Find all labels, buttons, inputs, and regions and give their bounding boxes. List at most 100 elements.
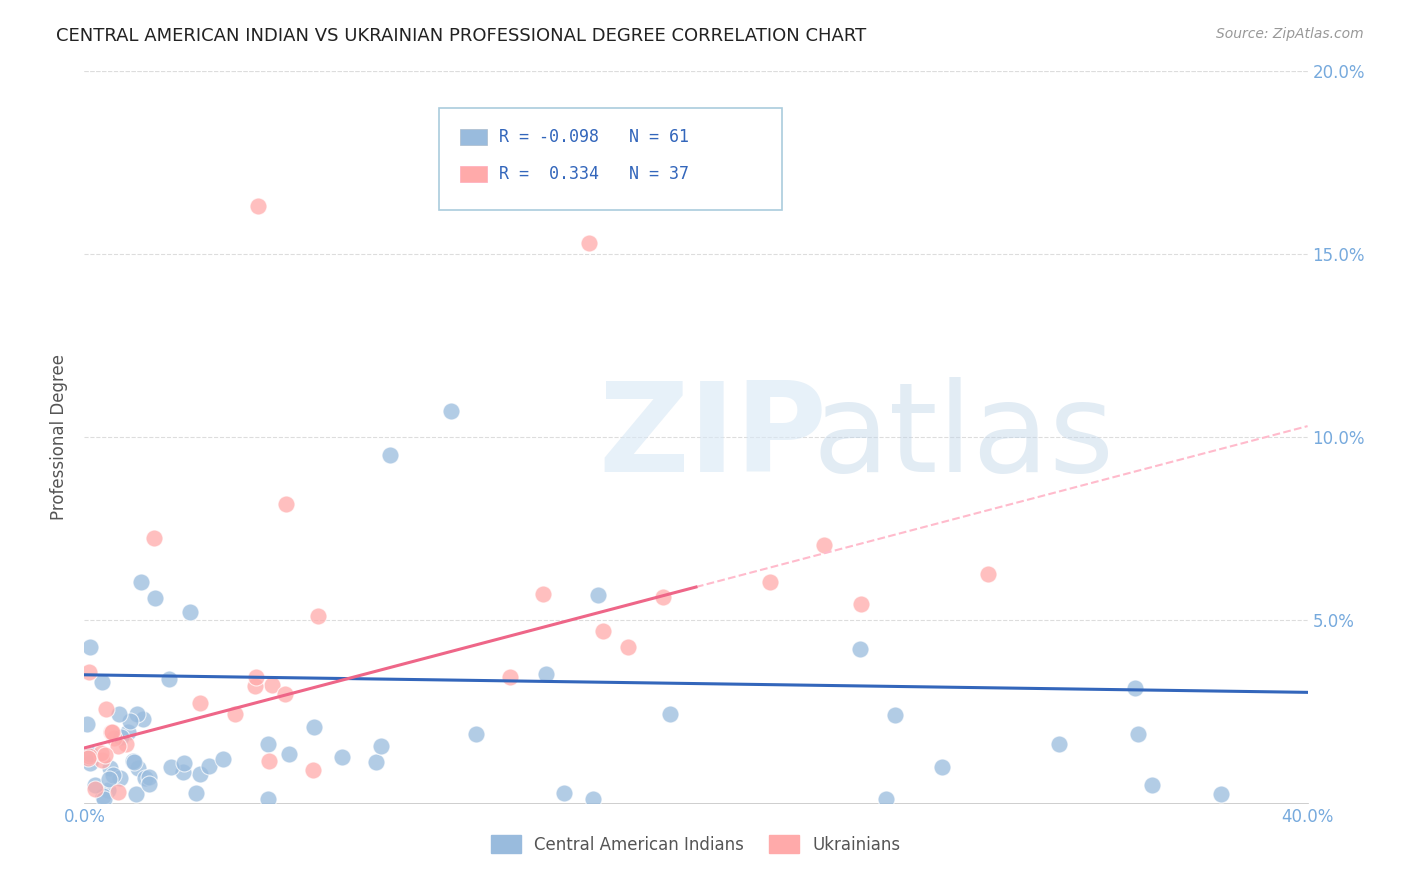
Point [243,679,266,693]
Point [100,725,122,739]
Point [617,640,640,655]
Text: R =  0.334   N = 37: R = 0.334 N = 37 [499,165,689,183]
Point [120,714,142,729]
Point [77,748,100,763]
Point [658,707,681,722]
FancyBboxPatch shape [460,129,486,145]
Point [499,670,522,684]
Point [1047,737,1070,751]
Point [302,764,325,778]
Text: atlas: atlas [813,376,1115,498]
Point [107,739,129,753]
Point [138,770,160,784]
Text: CENTRAL AMERICAN INDIAN VS UKRAINIAN PROFESSIONAL DEGREE CORRELATION CHART: CENTRAL AMERICAN INDIAN VS UKRAINIAN PRO… [56,27,866,45]
Point [875,792,897,806]
Point [114,737,136,751]
Point [122,755,145,769]
Point [117,725,139,739]
Point [90,746,112,760]
Point [464,727,486,741]
Point [366,756,388,770]
Point [851,597,873,611]
Point [274,687,297,701]
Point [143,591,166,605]
Point [142,531,165,545]
Point [190,696,212,710]
Point [246,199,269,213]
Point [97,782,120,797]
Point [536,666,558,681]
Point [98,772,121,787]
Point [90,674,112,689]
Point [173,756,195,770]
Point [108,706,131,721]
Point [651,591,673,605]
Point [188,767,211,781]
Point [134,772,156,786]
Point [94,702,117,716]
Point [307,608,329,623]
Point [931,760,953,774]
Point [101,768,124,782]
Point [212,752,235,766]
Point [1140,778,1163,792]
Point [274,497,297,511]
Point [172,765,194,780]
Point [531,587,554,601]
Point [586,588,609,602]
Point [76,717,98,731]
Point [1126,726,1149,740]
Point [380,448,402,462]
Point [849,642,872,657]
Text: Source: ZipAtlas.com: Source: ZipAtlas.com [1216,27,1364,41]
Point [79,665,101,680]
Point [257,792,280,806]
Point [257,755,280,769]
Point [98,760,121,774]
FancyBboxPatch shape [439,108,782,211]
Point [108,772,131,786]
Point [101,725,124,739]
Point [186,786,208,800]
Point [138,777,160,791]
Point [91,789,114,804]
Point [260,678,283,692]
Text: R = -0.098   N = 61: R = -0.098 N = 61 [499,128,689,146]
Point [127,761,149,775]
Point [125,787,148,801]
FancyBboxPatch shape [460,166,486,182]
Point [110,730,132,744]
Point [132,712,155,726]
Legend: Central American Indians, Ukrainians: Central American Indians, Ukrainians [485,829,907,860]
Point [370,739,392,753]
Point [157,672,180,686]
Point [609,156,631,170]
Point [553,786,575,800]
Text: ZIP: ZIP [598,376,827,498]
Point [103,731,125,745]
Y-axis label: Professional Degree: Professional Degree [51,354,69,520]
Point [884,708,907,723]
Point [440,404,463,418]
Point [198,759,221,773]
Point [278,747,301,761]
Point [129,575,152,590]
Point [79,640,101,654]
Point [592,624,614,639]
Point [977,567,1000,582]
Point [1211,787,1233,801]
Point [77,750,100,764]
Point [160,759,183,773]
Point [813,538,835,552]
Point [93,792,115,806]
Point [107,785,129,799]
Point [759,575,782,590]
Point [79,747,101,761]
Point [224,706,246,721]
Point [84,778,107,792]
Point [1125,681,1147,696]
Point [121,754,143,768]
Point [79,756,101,770]
Point [256,737,278,751]
Point [302,720,325,734]
